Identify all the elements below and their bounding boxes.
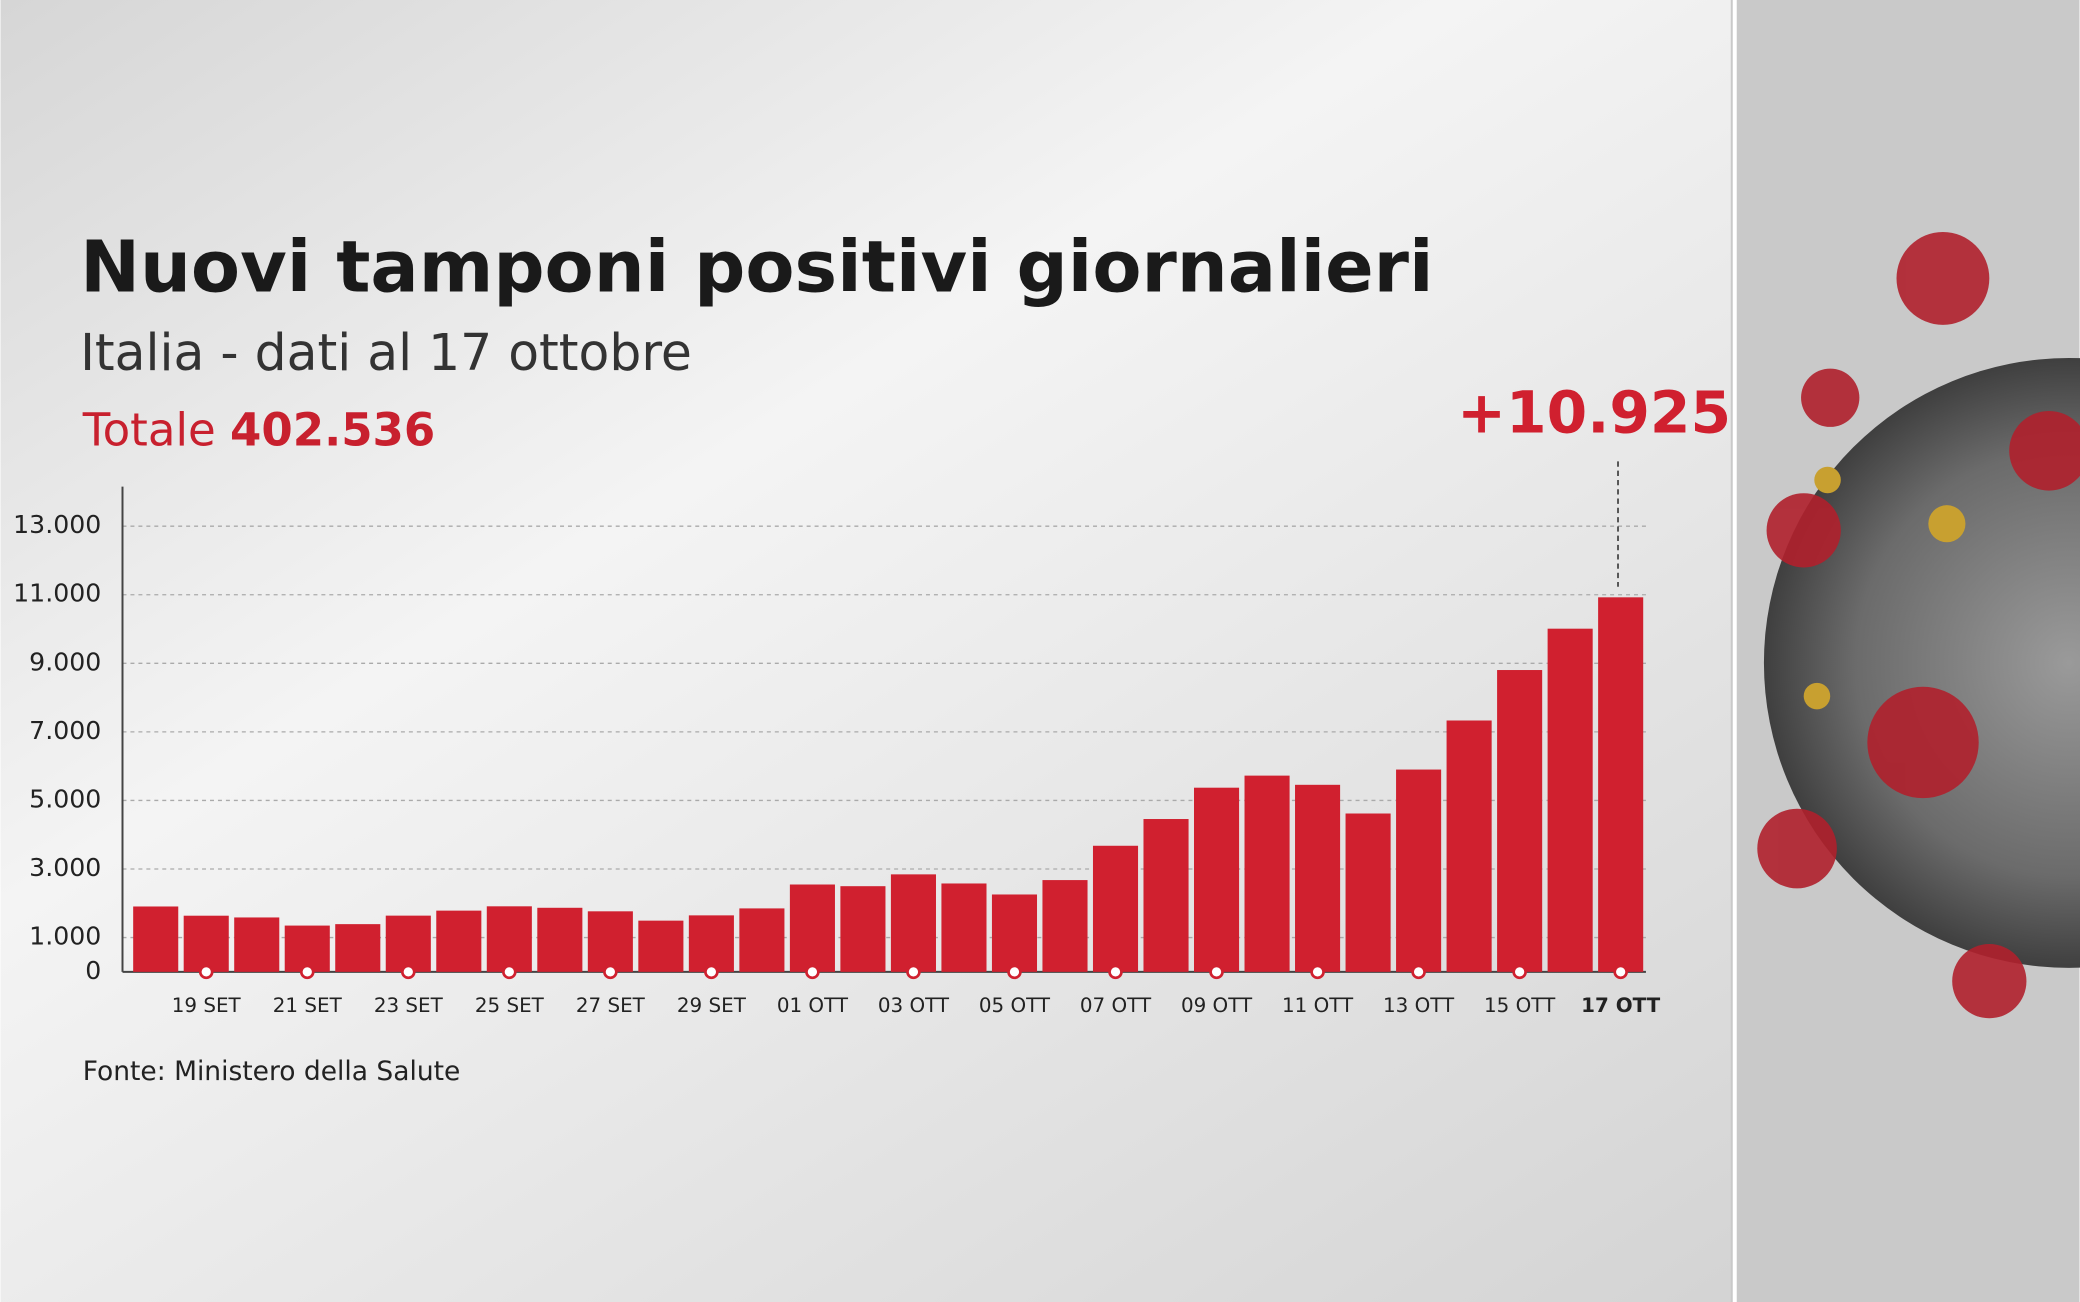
bar xyxy=(436,910,482,972)
bar xyxy=(638,920,684,972)
x-tick-dot xyxy=(1411,964,1426,980)
bar xyxy=(1092,845,1139,972)
x-tick-label: 07 OTT xyxy=(1080,994,1152,1017)
bar xyxy=(840,886,886,972)
y-tick-label: 9.000 xyxy=(29,647,101,676)
x-tick-dot xyxy=(299,964,315,980)
bar xyxy=(133,906,179,972)
bar xyxy=(284,925,330,972)
x-tick-dot xyxy=(704,964,719,980)
bar xyxy=(335,924,381,972)
x-tick-dot xyxy=(906,964,921,980)
total: Totale 402.536 xyxy=(82,404,436,457)
bar xyxy=(1497,670,1543,972)
bar xyxy=(1396,769,1442,972)
bar xyxy=(234,917,280,972)
total-label: Totale xyxy=(82,404,216,457)
x-tick-label: 11 OTT xyxy=(1282,994,1354,1017)
virus-image xyxy=(1764,358,2080,968)
bar xyxy=(688,915,734,972)
y-tick-label: 7.000 xyxy=(29,716,101,745)
value-label: +10.925 xyxy=(1457,378,1731,446)
y-tick-label: 13.000 xyxy=(13,510,101,539)
bar xyxy=(1143,819,1189,972)
y-tick-label: 11.000 xyxy=(13,579,101,608)
virus-spots xyxy=(1803,466,1966,710)
x-tick-label: 01 OTT xyxy=(777,994,849,1017)
x-tick-label: 15 OTT xyxy=(1484,994,1556,1017)
bar xyxy=(789,884,835,972)
bar xyxy=(1295,784,1341,972)
chart-subtitle: Italia - dati al 17 ottobre xyxy=(80,323,692,382)
x-tick-label: 19 SET xyxy=(172,994,242,1017)
x-tick-dot xyxy=(1613,964,1628,980)
bar xyxy=(1244,775,1290,972)
virus-spikes xyxy=(1757,232,2080,1019)
x-tick-label: 13 OTT xyxy=(1383,994,1455,1017)
x-tick-label: 21 SET xyxy=(273,994,343,1017)
source: Fonte: Ministero della Salute xyxy=(83,1056,461,1087)
bar xyxy=(941,883,987,972)
x-tick-label: 25 SET xyxy=(475,994,545,1017)
y-tick-label: 1.000 xyxy=(29,922,101,951)
bar xyxy=(385,915,431,972)
bar xyxy=(890,874,936,972)
bar xyxy=(1598,597,1644,972)
x-tick-dot xyxy=(805,964,820,980)
x-tick-label: 27 SET xyxy=(576,994,646,1017)
x-tick-dot xyxy=(198,964,214,980)
bar xyxy=(486,906,532,972)
y-tick-label: 5.000 xyxy=(29,784,101,813)
x-tick-dot xyxy=(502,964,517,980)
x-tick-dot xyxy=(400,964,416,980)
y-tick-label: 0 xyxy=(85,956,101,985)
x-tick-label: 23 SET xyxy=(374,994,444,1017)
bar xyxy=(537,907,583,972)
bar xyxy=(1547,628,1593,972)
x-tick-dot xyxy=(1209,964,1224,980)
y-tick-label: 3.000 xyxy=(29,853,101,882)
x-tick-label: 29 SET xyxy=(677,994,747,1017)
x-tick-dot xyxy=(1310,964,1325,980)
x-tick-dot xyxy=(603,964,618,980)
bar xyxy=(1193,787,1240,972)
x-tick-label: 17 OTT xyxy=(1581,994,1660,1017)
chart-title: Nuovi tamponi positivi giornalieri xyxy=(80,225,1433,308)
x-tick-label: 03 OTT xyxy=(878,994,950,1017)
x-tick-dot xyxy=(1108,964,1123,980)
x-tick-dot xyxy=(1512,964,1527,980)
bar xyxy=(739,908,785,972)
x-tick-label: 05 OTT xyxy=(979,994,1051,1017)
bar xyxy=(991,894,1038,972)
bar xyxy=(183,915,229,972)
total-value: 402.536 xyxy=(230,404,435,457)
x-tick-dot xyxy=(1007,964,1022,980)
bar xyxy=(1042,880,1088,972)
bar xyxy=(1446,720,1492,972)
bar xyxy=(587,911,633,972)
x-tick-label: 09 OTT xyxy=(1181,994,1253,1017)
bar xyxy=(1345,813,1391,972)
